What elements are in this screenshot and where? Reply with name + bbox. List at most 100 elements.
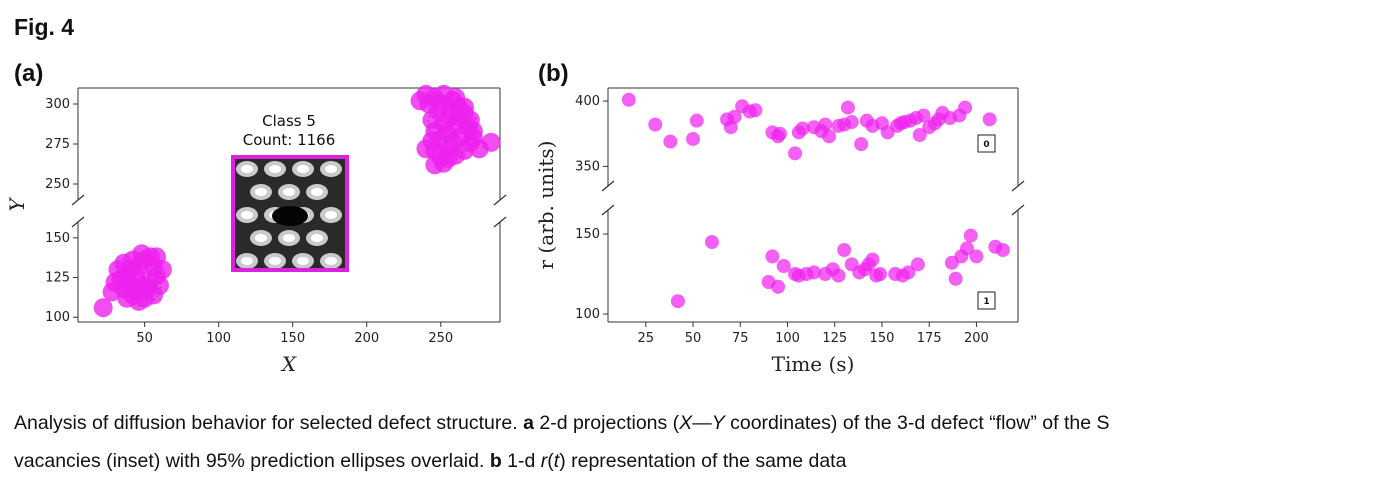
data-point bbox=[958, 100, 973, 115]
data-point bbox=[818, 117, 833, 132]
data-point bbox=[727, 109, 742, 124]
inset-vacancy bbox=[272, 206, 308, 226]
series-badge bbox=[977, 291, 996, 310]
x-tick-label: 50 bbox=[685, 331, 702, 346]
x-tick-label: 250 bbox=[428, 331, 453, 346]
data-point bbox=[831, 268, 846, 283]
y-axis-label: r (arb. units) bbox=[534, 141, 558, 270]
inset-defect-image bbox=[233, 157, 347, 270]
data-point bbox=[806, 265, 821, 280]
inset-atom-core bbox=[325, 165, 337, 173]
data-point bbox=[969, 249, 984, 264]
inset-atom-core bbox=[241, 257, 253, 265]
data-point bbox=[901, 265, 916, 280]
caption-text: 2-d projections ( bbox=[533, 412, 680, 434]
caption-text: coordinates) of the 3-d defect “flow” of… bbox=[724, 412, 1110, 434]
y-tick-label: 300 bbox=[45, 97, 70, 112]
data-point bbox=[416, 139, 436, 159]
y-tick-label: 125 bbox=[45, 271, 70, 286]
y-tick-label: 150 bbox=[575, 227, 600, 242]
x-tick-label: 125 bbox=[822, 331, 847, 346]
caption-text: vacancies (inset) with 95% prediction el… bbox=[14, 450, 490, 472]
y-tick-label: 350 bbox=[575, 159, 600, 174]
series-badge-label: 0 bbox=[983, 140, 989, 150]
x-tick-label: 175 bbox=[917, 331, 942, 346]
data-point bbox=[422, 110, 442, 130]
data-point bbox=[772, 126, 787, 141]
inset-atom-core bbox=[269, 165, 281, 173]
y-axis-label: Y bbox=[5, 197, 29, 212]
data-point bbox=[481, 132, 501, 152]
inset-atom-core bbox=[297, 165, 309, 173]
x-tick-label: 100 bbox=[206, 331, 231, 346]
data-point bbox=[663, 134, 678, 149]
y-tick-label: 400 bbox=[575, 94, 600, 109]
data-point bbox=[704, 235, 719, 249]
x-tick-label: 150 bbox=[870, 331, 895, 346]
inset-class-label: Class 5 bbox=[262, 112, 316, 130]
inset-border bbox=[231, 155, 349, 272]
x-tick-label: 150 bbox=[280, 331, 305, 346]
data-point bbox=[621, 92, 636, 107]
panel-b-chart: 25 50 75 100 125 150 175 200 350 400 100 150 Time (s… bbox=[534, 87, 1025, 376]
data-point bbox=[440, 139, 460, 159]
caption-text: — bbox=[692, 412, 712, 434]
data-point bbox=[120, 260, 140, 280]
y-tick-label: 100 bbox=[575, 307, 600, 322]
caption-text: ( bbox=[547, 450, 554, 472]
y-tick-label: 150 bbox=[45, 231, 70, 246]
data-point bbox=[93, 298, 113, 318]
inset-atom-core bbox=[283, 188, 295, 196]
axis-break-mark bbox=[601, 180, 615, 192]
panel-b-label: (b) bbox=[538, 60, 569, 87]
x-tick-label: 100 bbox=[775, 331, 800, 346]
data-point bbox=[648, 117, 663, 132]
data-point bbox=[410, 91, 430, 111]
x-tick-label: 50 bbox=[136, 331, 153, 346]
x-axis-label: Time (s) bbox=[772, 352, 855, 376]
axis-break-mark bbox=[493, 216, 507, 228]
data-point bbox=[982, 112, 997, 127]
caption-bold-b: b bbox=[489, 450, 502, 472]
y-tick-label: 100 bbox=[45, 310, 70, 325]
data-point bbox=[995, 243, 1010, 257]
panel-a-chart: 50 100 150 200 250 250 275 300 100 125 150 X Y Class … bbox=[5, 84, 507, 376]
data-point bbox=[446, 88, 466, 108]
data-point bbox=[837, 243, 852, 257]
data-point bbox=[873, 267, 888, 281]
data-point bbox=[776, 259, 791, 273]
data-point bbox=[141, 269, 161, 289]
data-point bbox=[132, 244, 152, 264]
data-point bbox=[431, 94, 451, 114]
data-point bbox=[689, 113, 704, 128]
data-point bbox=[822, 129, 837, 144]
caption-bold-a: a bbox=[523, 412, 534, 434]
x-tick-label: 75 bbox=[732, 331, 749, 346]
data-point bbox=[854, 137, 869, 152]
data-point bbox=[788, 146, 803, 161]
data-point bbox=[670, 294, 685, 309]
data-point bbox=[748, 103, 763, 118]
series-badge-label: 1 bbox=[983, 297, 989, 307]
data-point bbox=[910, 257, 925, 272]
y-tick-label: 275 bbox=[45, 137, 70, 152]
caption-text: 1-d bbox=[501, 450, 541, 472]
axis-break-mark bbox=[1011, 180, 1025, 192]
x-tick-label: 200 bbox=[354, 331, 379, 346]
axis-break-mark bbox=[601, 204, 615, 216]
caption-italic-y: Y bbox=[711, 412, 725, 434]
data-point bbox=[126, 279, 146, 299]
inset-count-label: Count: 1166 bbox=[243, 131, 336, 149]
figure-plots: 50 100 150 200 250250275300100125150XYClass … bbox=[5, 84, 1025, 376]
x-axis-label: X bbox=[280, 352, 297, 376]
inset-atom-core bbox=[311, 234, 323, 242]
data-point bbox=[434, 153, 454, 173]
axis-break-mark bbox=[493, 194, 507, 206]
data-point bbox=[959, 241, 974, 256]
data-point bbox=[912, 128, 927, 143]
figure-caption: Analysis of diffusion behavior for selec… bbox=[14, 404, 1394, 480]
inset-atom-core bbox=[255, 188, 267, 196]
caption-italic-t: t bbox=[553, 450, 560, 472]
axis-break-mark bbox=[71, 194, 85, 206]
data-point bbox=[865, 252, 880, 267]
